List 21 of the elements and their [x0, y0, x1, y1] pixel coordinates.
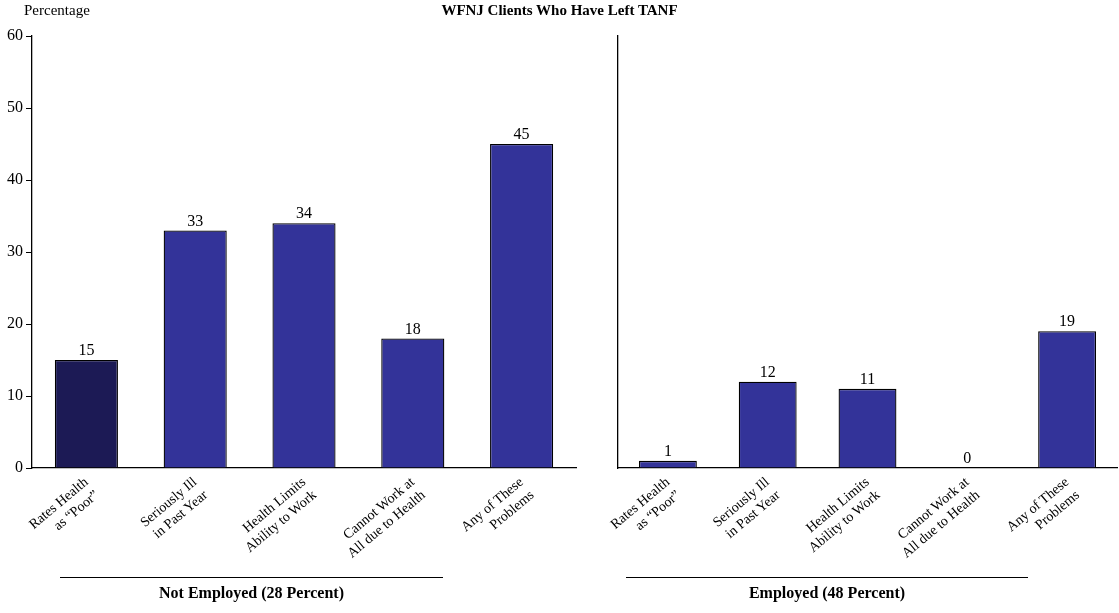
data-label: 15	[78, 341, 95, 359]
data-label: 33	[187, 211, 204, 229]
data-label: 34	[296, 204, 312, 222]
y-axis-title: Percentage	[24, 2, 90, 19]
data-label: 11	[859, 370, 876, 388]
data-label: 18	[404, 319, 421, 337]
data-label: 0	[963, 449, 972, 467]
chart-title: WFNJ Clients Who Have Left TANF	[441, 2, 678, 18]
y-tick-label: 60	[7, 26, 23, 44]
y-tick-label: 30	[7, 242, 23, 260]
y-tick-label: 0	[15, 458, 23, 476]
data-label: 1	[663, 442, 672, 460]
x-axis-title: Not Employed (28 Percent)	[60, 577, 443, 602]
data-label: 19	[1059, 312, 1076, 330]
y-tick-label: 40	[7, 170, 23, 188]
data-label: 12	[759, 362, 776, 380]
x-axis-title: Employed (48 Percent)	[626, 577, 1028, 602]
y-tick-label: 10	[7, 386, 23, 404]
y-tick-label: 20	[7, 314, 23, 332]
y-tick-label: 50	[7, 98, 23, 116]
data-label: 45	[513, 125, 530, 143]
